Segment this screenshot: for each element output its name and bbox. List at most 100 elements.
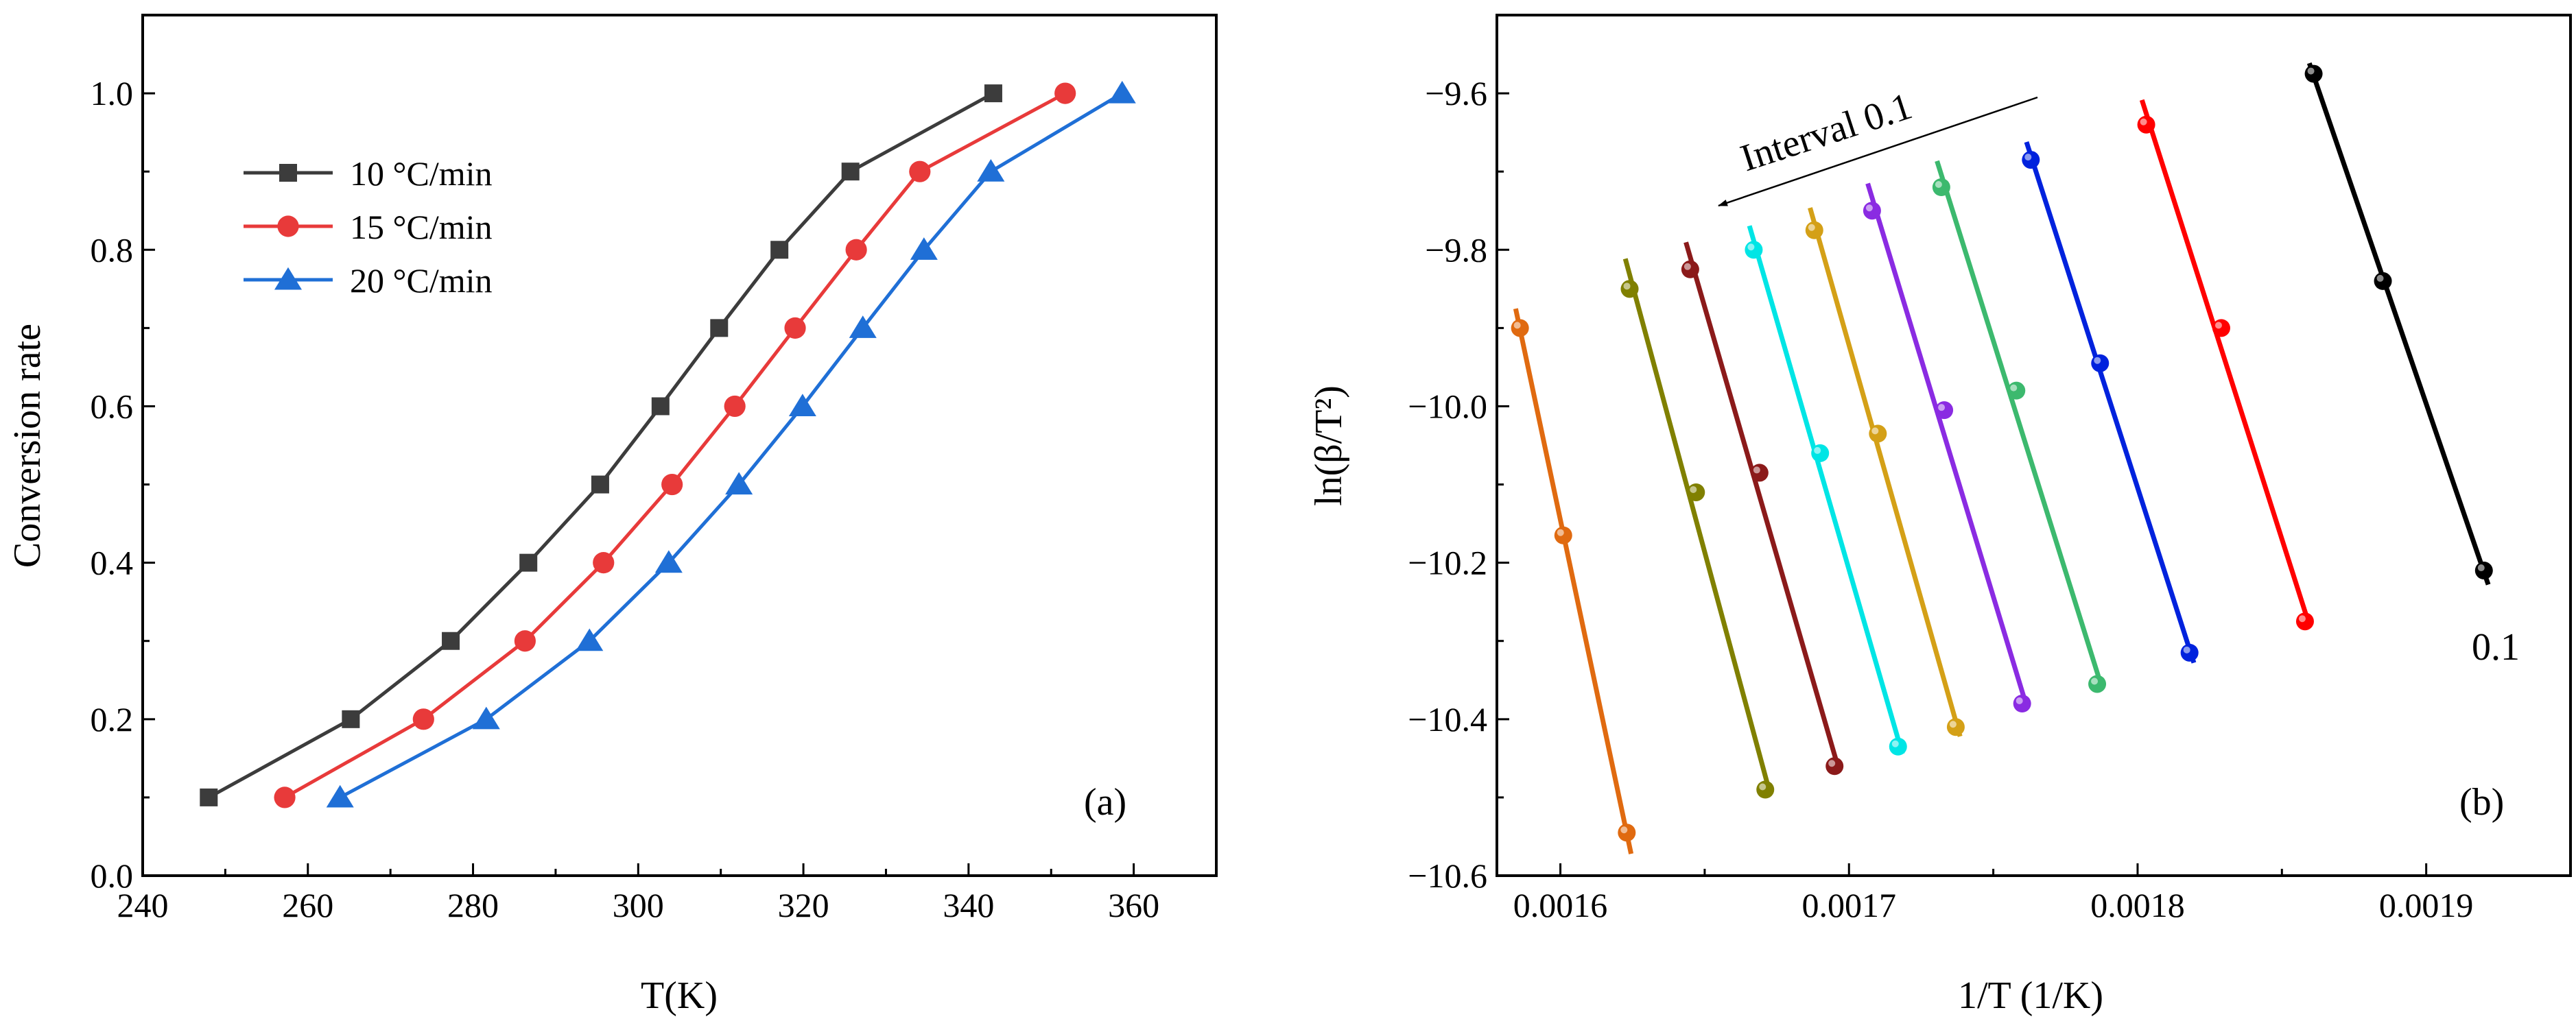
x-tick-label: 0.0017 [1802, 886, 1897, 924]
point-highlight [1814, 446, 1821, 454]
fit-line [1808, 207, 1963, 737]
data-point [1108, 80, 1136, 104]
x-tick-label: 320 [778, 886, 829, 924]
point-highlight [1557, 529, 1564, 536]
data-point [1756, 780, 1775, 799]
x-tick-label: 260 [282, 886, 333, 924]
data-point [1750, 464, 1769, 482]
x-tick-label: 0.0016 [1513, 886, 1608, 924]
fit-line [1935, 160, 2104, 687]
data-point [1681, 260, 1699, 278]
data-point [342, 710, 360, 728]
data-point [274, 787, 296, 808]
y-tick-label: 0.6 [91, 387, 134, 425]
x-tick-label: 0.0018 [2090, 886, 2185, 924]
y-tick-label: −10.2 [1408, 544, 1487, 582]
data-point [1932, 178, 1950, 196]
data-point [412, 708, 434, 730]
panel-a-label: (a) [1084, 781, 1126, 824]
end-label: 0.1 [2472, 626, 2520, 669]
point-highlight [1935, 181, 1942, 188]
point-highlight [1620, 826, 1628, 834]
series-0-6 [1805, 207, 1965, 737]
series-0-3 [2022, 141, 2199, 664]
point-highlight [2307, 67, 2315, 75]
data-point [279, 164, 297, 182]
series-line [208, 91, 995, 800]
point-highlight [1623, 283, 1631, 290]
interval-arrow [1718, 96, 2038, 207]
data-point [710, 319, 729, 337]
series-0-1 [2304, 62, 2493, 586]
data-point [2474, 562, 2493, 580]
data-point [2091, 354, 2110, 372]
point-highlight [2376, 274, 2384, 282]
data-point [576, 628, 604, 651]
data-point [910, 237, 938, 260]
panel-b-ylabel: ln(β/T²) [1308, 385, 1350, 506]
panel-a-frame [141, 14, 1218, 877]
point-highlight [1690, 485, 1697, 493]
panel-b-x-ticks: 0.0016 0.0017 0.0018 0.0019 [1513, 863, 2473, 924]
data-point [593, 552, 615, 574]
data-point [845, 239, 867, 261]
data-point [2295, 612, 2314, 631]
x-tick-label: 340 [943, 886, 994, 924]
data-point [326, 784, 354, 808]
y-tick-label: −10.4 [1408, 700, 1487, 739]
series-1-0 [1511, 308, 1636, 854]
panel-b-y-ticks: −10.6 −10.4 −10.2 −10.0 −9.8 −9.6 [1408, 74, 1509, 895]
data-point [2304, 64, 2323, 83]
point-highlight [1891, 740, 1899, 747]
data-point [849, 315, 877, 338]
point-highlight [2010, 384, 2018, 392]
data-point [2212, 319, 2230, 337]
data-point [654, 550, 683, 573]
data-point [274, 267, 303, 290]
point-highlight [2024, 154, 2032, 161]
data-point [2088, 675, 2107, 693]
data-point [200, 788, 218, 806]
series-0-4 [1932, 160, 2107, 693]
legend-label: 10 °C/min [350, 154, 493, 193]
data-point [1620, 280, 1639, 298]
data-point [770, 241, 789, 259]
series-10--C-min [200, 84, 1002, 806]
point-highlight [1865, 204, 1873, 212]
panel-a: 0.0 0.2 0.4 0.6 0.8 1.0 240 260 280 300 320 340 360… [6, 14, 1218, 1017]
data-point [977, 158, 1005, 182]
y-tick-label: −10.0 [1408, 387, 1487, 425]
data-point [2180, 643, 2199, 662]
data-point [519, 553, 538, 572]
data-point [1825, 757, 1844, 776]
data-point [2022, 151, 2040, 169]
data-point [1554, 526, 1572, 544]
legend-label: 15 °C/min [350, 208, 493, 246]
data-point [2374, 272, 2392, 290]
data-point [661, 473, 683, 496]
y-tick-label: 0.4 [91, 544, 134, 582]
y-tick-label: −10.6 [1408, 856, 1487, 895]
panel-a-ylabel: Conversion rate [6, 324, 49, 568]
panel-b-series [1511, 62, 2493, 854]
x-tick-label: 240 [117, 886, 169, 924]
point-highlight [1808, 224, 1815, 231]
panel-a-legend: 10 °C/min 15 °C/min 20 °C/min [244, 154, 493, 300]
data-point [1618, 824, 1636, 842]
series-line [339, 91, 1124, 800]
data-point [784, 317, 806, 339]
panel-a-series [200, 80, 1136, 808]
fit-line [1622, 258, 1772, 793]
y-tick-label: −9.8 [1425, 230, 1487, 269]
data-point [1811, 444, 1830, 462]
y-tick-label: 0.0 [91, 856, 134, 895]
series-0-2 [2137, 99, 2314, 631]
data-point [1745, 241, 1763, 259]
series-0-9 [1620, 258, 1775, 799]
x-tick-label: 360 [1108, 886, 1159, 924]
data-point [788, 394, 816, 417]
data-point [1935, 401, 1954, 420]
y-tick-label: 0.2 [91, 700, 134, 739]
point-highlight [2016, 697, 2023, 704]
